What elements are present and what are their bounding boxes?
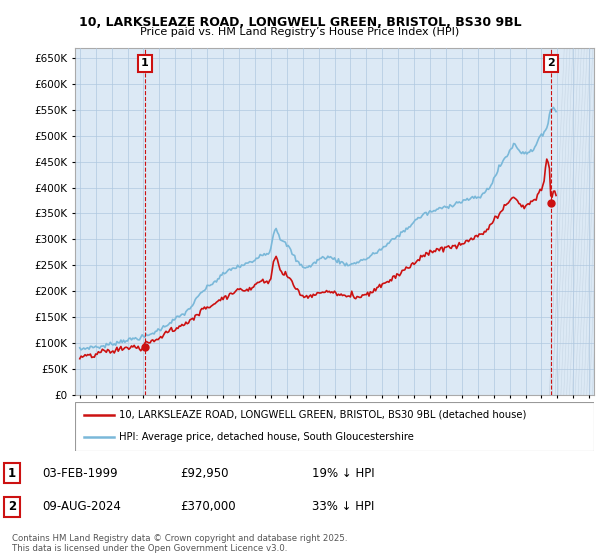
FancyBboxPatch shape bbox=[75, 402, 594, 451]
Text: 33% ↓ HPI: 33% ↓ HPI bbox=[312, 500, 374, 514]
Text: £92,950: £92,950 bbox=[180, 466, 229, 480]
Text: 10, LARKSLEAZE ROAD, LONGWELL GREEN, BRISTOL, BS30 9BL (detached house): 10, LARKSLEAZE ROAD, LONGWELL GREEN, BRI… bbox=[119, 410, 526, 420]
Text: 03-FEB-1999: 03-FEB-1999 bbox=[42, 466, 118, 480]
Text: Price paid vs. HM Land Registry’s House Price Index (HPI): Price paid vs. HM Land Registry’s House … bbox=[140, 27, 460, 37]
Text: 2: 2 bbox=[8, 500, 16, 514]
Text: 1: 1 bbox=[8, 466, 16, 480]
Text: £370,000: £370,000 bbox=[180, 500, 236, 514]
Text: 19% ↓ HPI: 19% ↓ HPI bbox=[312, 466, 374, 480]
Text: 1: 1 bbox=[141, 58, 149, 68]
Text: Contains HM Land Registry data © Crown copyright and database right 2025.
This d: Contains HM Land Registry data © Crown c… bbox=[12, 534, 347, 553]
Text: HPI: Average price, detached house, South Gloucestershire: HPI: Average price, detached house, Sout… bbox=[119, 432, 414, 442]
Text: 09-AUG-2024: 09-AUG-2024 bbox=[42, 500, 121, 514]
Text: 10, LARKSLEAZE ROAD, LONGWELL GREEN, BRISTOL, BS30 9BL: 10, LARKSLEAZE ROAD, LONGWELL GREEN, BRI… bbox=[79, 16, 521, 29]
Text: 2: 2 bbox=[547, 58, 555, 68]
